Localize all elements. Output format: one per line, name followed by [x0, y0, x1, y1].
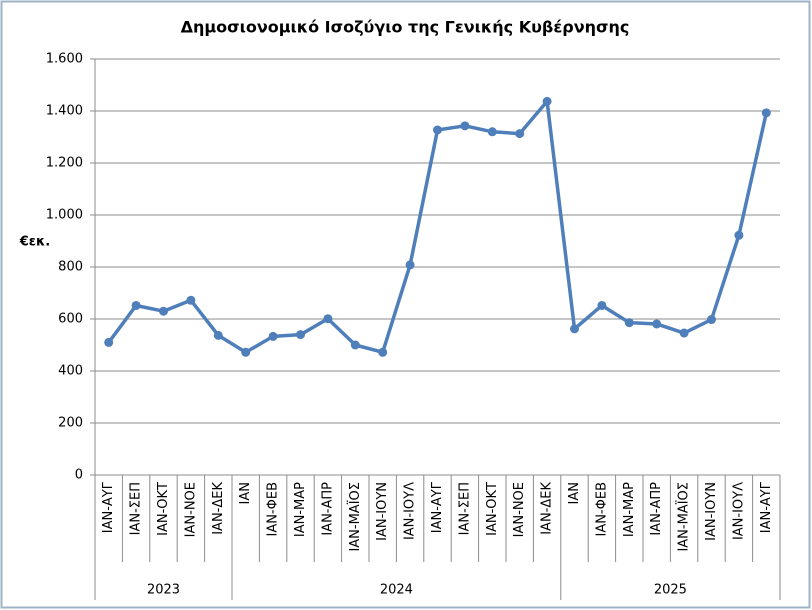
chart-title: Δημοσιονομικό Ισοζύγιο της Γενικής Κυβέρ… — [181, 18, 630, 37]
x-tick-label: ΙΑΝ-ΙΟΥΛ — [403, 482, 418, 540]
group-label: 2023 — [147, 583, 180, 598]
y-tick-label: 200 — [58, 416, 83, 431]
y-tick-label: 600 — [58, 312, 83, 327]
x-tick-label: ΙΑΝ-ΜΑΪΟΣ — [676, 482, 692, 552]
x-tick-label: ΙΑΝ-ΑΥΓ — [101, 481, 116, 533]
data-point — [761, 108, 771, 118]
data-point — [213, 330, 223, 340]
data-point — [186, 295, 196, 305]
x-tick-label: ΙΑΝ-ΣΕΠ — [129, 482, 144, 535]
group-label: 2025 — [654, 583, 687, 598]
x-tick-label: ΙΑΝ-ΙΟΥΝ — [375, 482, 390, 541]
data-point — [542, 96, 552, 106]
y-tick-label: 800 — [58, 260, 83, 275]
data-point — [131, 300, 141, 310]
x-tick-label: ΙΑΝ-ΦΕΒ — [266, 482, 281, 537]
data-point — [378, 347, 388, 357]
x-tick-label: ΙΑΝ-ΔΕΚ — [211, 482, 226, 535]
data-point — [323, 314, 333, 324]
data-point — [296, 330, 305, 340]
x-tick-label: ΙΑΝ-ΜΑΡ — [293, 482, 308, 537]
x-tick-label: ΙΑΝ-ΝΟΕ — [512, 482, 527, 537]
data-point — [460, 121, 470, 131]
data-point — [707, 315, 716, 325]
data-point — [104, 337, 114, 347]
y-axis-label: €εκ. — [19, 235, 50, 250]
data-point — [624, 318, 634, 328]
group-label: 2024 — [380, 583, 413, 598]
y-tick-label: 1.600 — [46, 52, 83, 67]
data-point — [350, 340, 360, 350]
x-tick-label: ΙΑΝ-ΜΑΡ — [622, 482, 637, 537]
data-point — [159, 306, 168, 316]
y-tick-label: 1.400 — [46, 104, 83, 119]
x-tick-label: ΙΑΝ-ΑΥΓ — [759, 481, 774, 533]
y-tick-label: 1.200 — [46, 156, 83, 171]
data-point — [487, 127, 497, 137]
data-point — [570, 324, 579, 334]
x-tick-label: ΙΑΝ-ΔΕΚ — [540, 482, 555, 535]
x-tick-label: ΙΑΝ-ΟΚΤ — [156, 482, 171, 536]
data-point — [433, 125, 442, 135]
data-point — [515, 129, 525, 139]
data-point — [268, 331, 278, 341]
y-tick-label: 1.000 — [46, 208, 83, 223]
x-tick-label: ΙΑΝ-ΑΥΓ — [430, 481, 445, 533]
x-tick-label: ΙΑΝ-ΜΑΪΟΣ — [347, 482, 363, 552]
x-tick-label: ΙΑΝ — [567, 482, 582, 504]
data-point — [597, 300, 607, 310]
x-tick-label: ΙΑΝ-ΙΟΥΝ — [704, 482, 719, 541]
y-tick-label: 0 — [75, 468, 83, 483]
data-point — [679, 328, 689, 338]
data-point — [734, 230, 744, 240]
x-tick-label: ΙΑΝ-ΦΕΒ — [594, 482, 609, 537]
data-point — [241, 347, 251, 357]
y-tick-label: 400 — [58, 364, 83, 379]
x-tick-label: ΙΑΝ-ΑΠΡ — [320, 482, 335, 536]
x-tick-label: ΙΑΝ — [238, 482, 253, 504]
x-tick-label: ΙΑΝ-ΣΕΠ — [457, 482, 472, 535]
data-point — [405, 260, 415, 270]
data-point — [652, 319, 662, 329]
x-tick-label: ΙΑΝ-ΙΟΥΛ — [731, 482, 746, 540]
x-tick-label: ΙΑΝ-ΝΟΕ — [183, 482, 198, 537]
x-tick-label: ΙΑΝ-ΑΠΡ — [649, 482, 664, 536]
x-tick-label: ΙΑΝ-ΟΚΤ — [485, 482, 500, 536]
